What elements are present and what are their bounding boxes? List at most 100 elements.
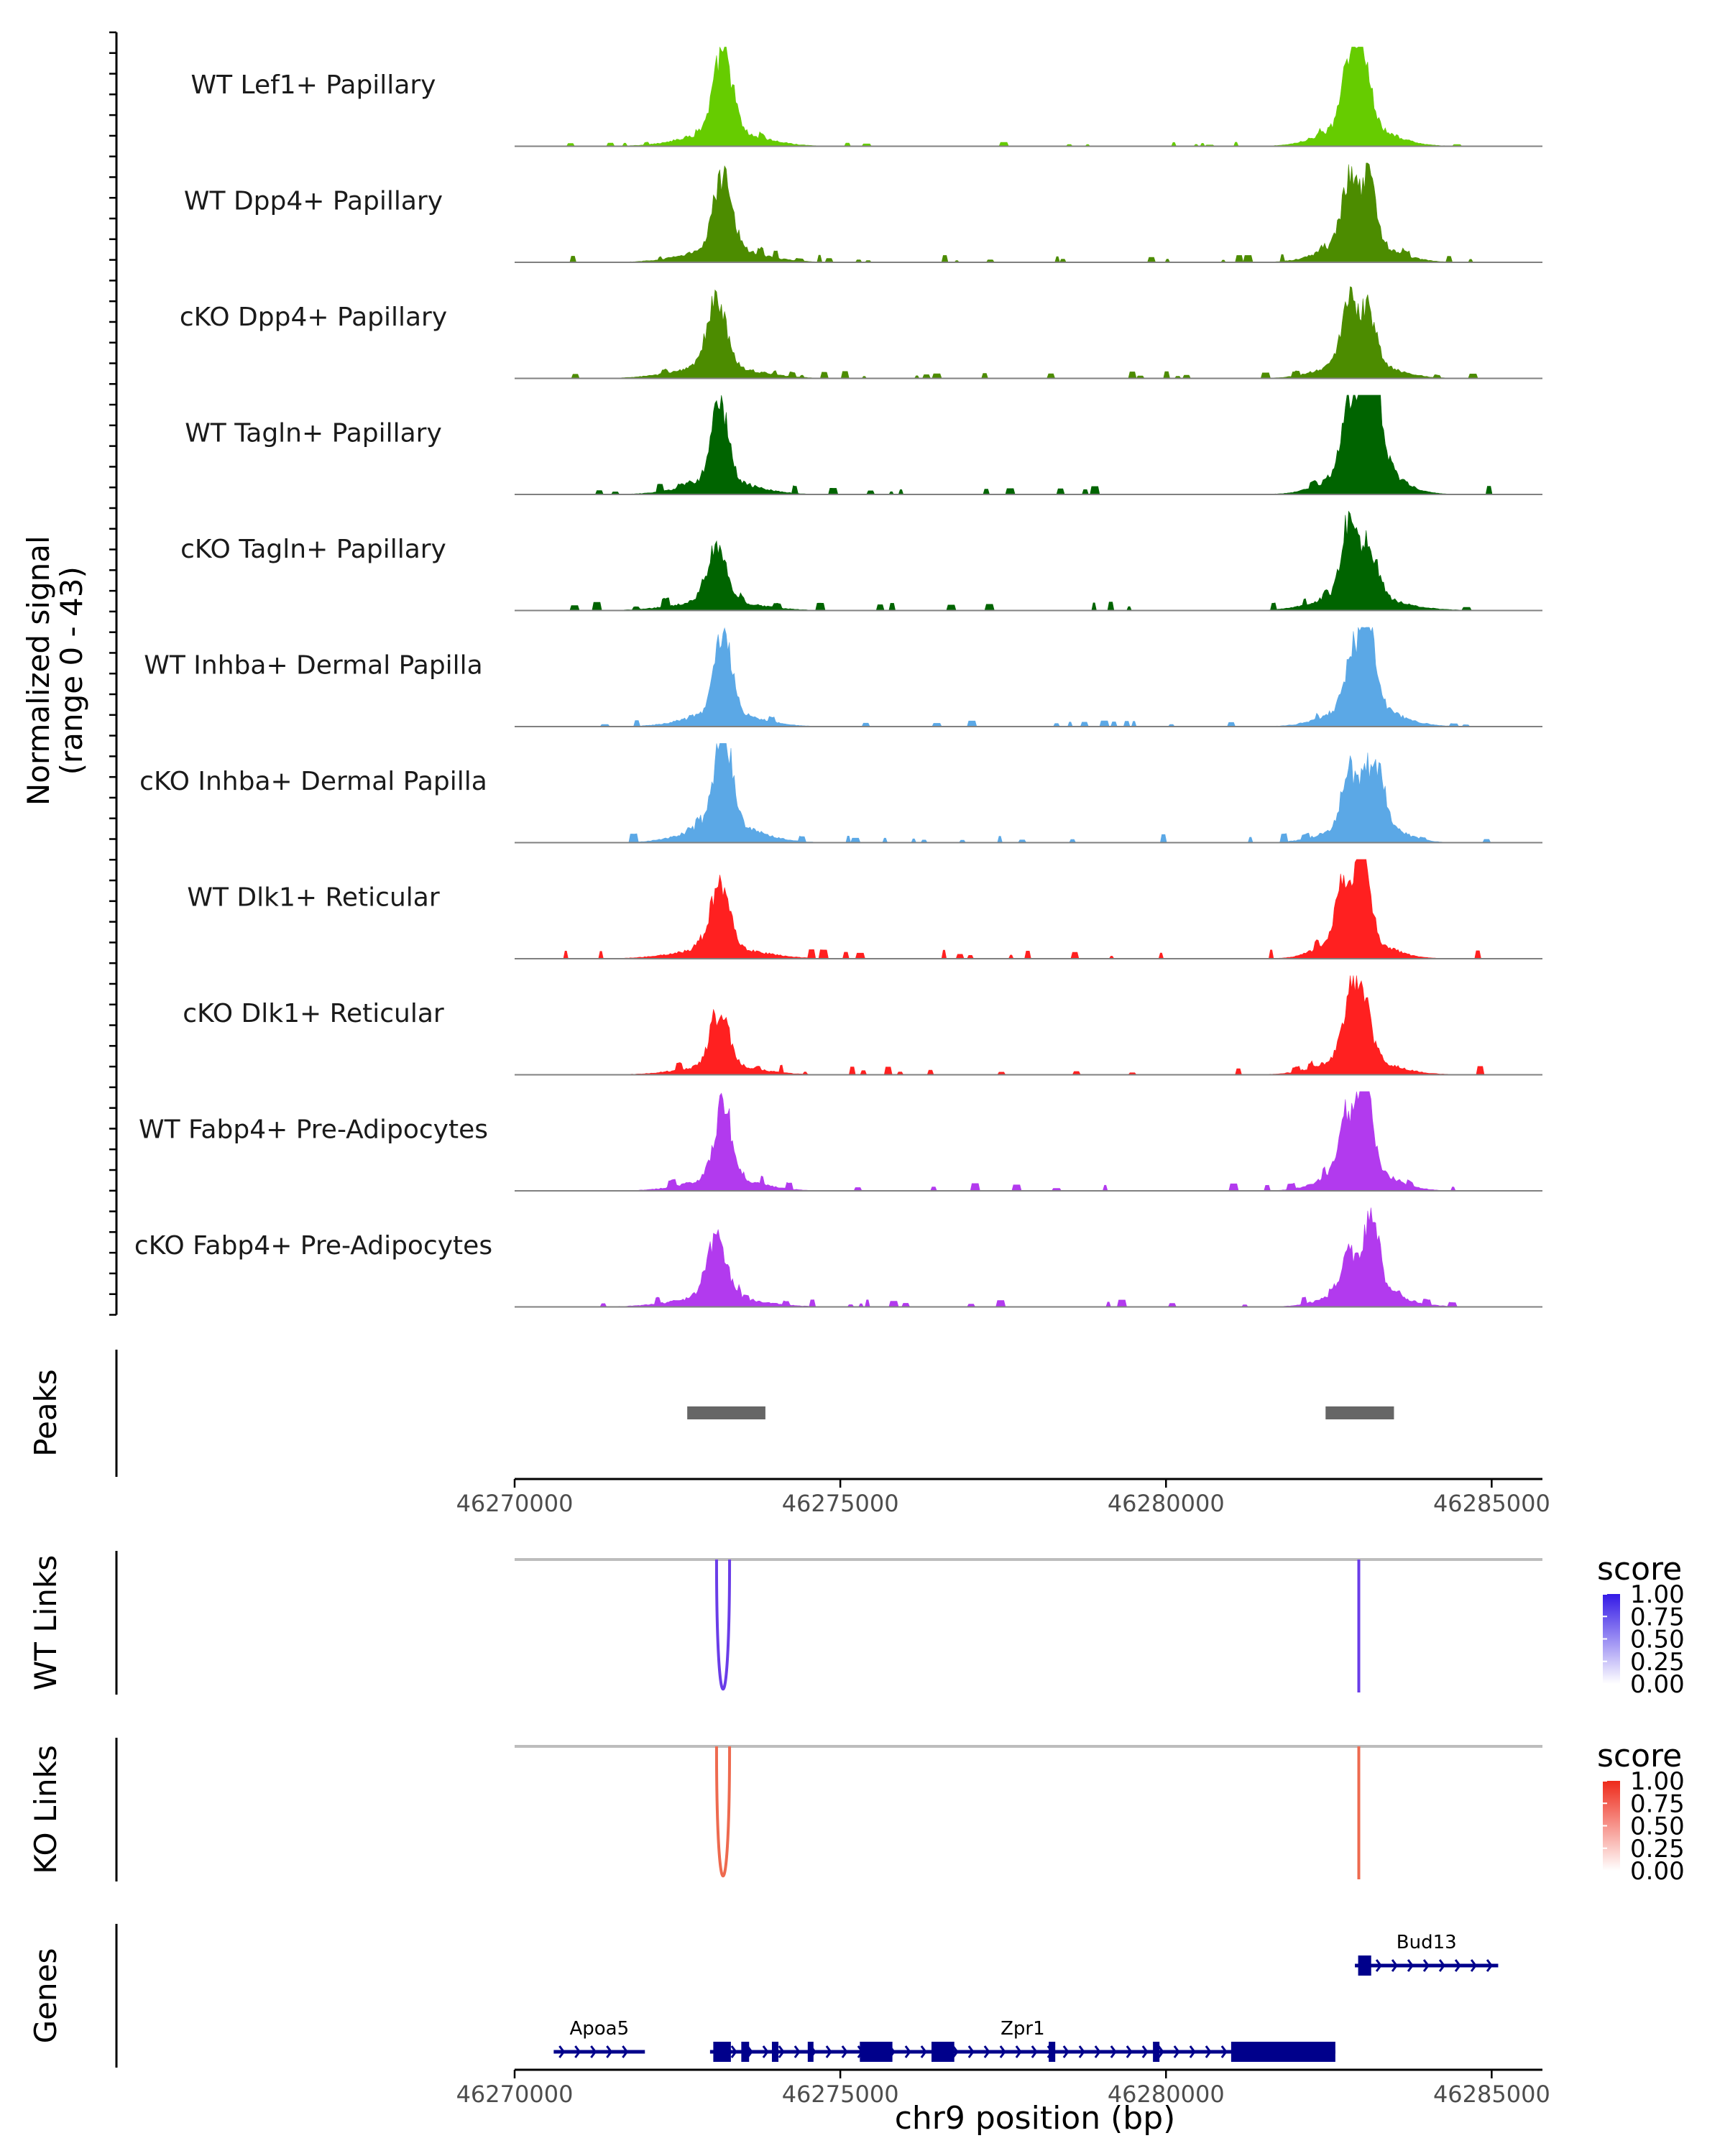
coverage-area <box>515 743 1518 844</box>
gene-model: Bud13 <box>1355 1932 1499 1976</box>
coverage-track: WT Dlk1+ Reticular <box>187 859 1542 959</box>
strand-arrow <box>1157 2045 1164 2058</box>
genes-x-tick-label: 46280000 <box>1108 2081 1225 2108</box>
strand-arrow <box>778 2045 785 2058</box>
strand-arrow <box>794 2045 801 2058</box>
strand-arrow <box>1015 2045 1022 2058</box>
genes-x-tick-label: 46270000 <box>456 2081 574 2108</box>
coverage-ylabel-range: (range 0 - 43) <box>54 566 89 775</box>
coverage-track: cKO Dpp4+ Papillary <box>180 286 1542 379</box>
strand-arrow <box>558 2045 566 2058</box>
strand-arrow <box>622 2045 629 2058</box>
strand-arrow <box>841 2045 848 2058</box>
legend-tick-label: 0.75 <box>1630 1603 1685 1631</box>
track-label: cKO Fabp4+ Pre-Adipocytes <box>134 1231 492 1261</box>
legend-tick-label: 0.25 <box>1630 1835 1685 1864</box>
genes-x-tick-label: 46275000 <box>782 2081 899 2108</box>
legend-tick-label: 1.00 <box>1630 1580 1685 1609</box>
track-label: WT Inhba+ Dermal Papilla <box>144 651 482 681</box>
coverage-area <box>515 627 1518 727</box>
strand-arrow <box>1173 2045 1180 2058</box>
peaks-x-tick-label: 46270000 <box>456 1490 574 1517</box>
gene-exon <box>860 2042 893 2062</box>
track-label: WT Lef1+ Papillary <box>191 70 436 100</box>
link-arc <box>714 1559 732 1691</box>
coverage-track: WT Dpp4+ Papillary <box>184 162 1542 263</box>
peaks-label: Peaks <box>28 1369 63 1457</box>
track-label: cKO Dpp4+ Papillary <box>180 303 447 332</box>
strand-arrow <box>825 2045 832 2058</box>
legend-tick-label: 0.00 <box>1630 1670 1685 1699</box>
gene-exon <box>771 2042 779 2062</box>
strand-arrow <box>904 2045 911 2058</box>
strand-arrow <box>1141 2045 1149 2058</box>
gene-exon <box>741 2042 750 2062</box>
strand-arrow <box>999 2045 1006 2058</box>
coverage-area <box>515 162 1518 263</box>
legend-tick-label: 0.25 <box>1630 1648 1685 1677</box>
peaks-x-tick-label: 46285000 <box>1433 1490 1550 1517</box>
coverage-track: WT Inhba+ Dermal Papilla <box>144 627 1542 727</box>
track-label: WT Fabp4+ Pre-Adipocytes <box>139 1115 488 1145</box>
strand-arrow <box>1470 1959 1477 1972</box>
gene-label: Zpr1 <box>1000 2018 1045 2040</box>
gene-exon <box>1230 2042 1335 2062</box>
gene-label: Bud13 <box>1397 1932 1457 1953</box>
strand-arrow <box>1220 2045 1228 2058</box>
coverage-track: WT Lef1+ Papillary <box>191 47 1542 147</box>
coverage-track: WT Tagln+ Papillary <box>185 395 1542 495</box>
links-label: KO Links <box>28 1745 63 1874</box>
strand-arrow <box>920 2045 927 2058</box>
coverage-track: cKO Tagln+ Papillary <box>180 510 1542 612</box>
strand-arrow <box>1078 2045 1085 2058</box>
legend-tick-label: 0.50 <box>1630 1626 1685 1654</box>
link-arc <box>714 1746 732 1878</box>
track-label: cKO Dlk1+ Reticular <box>183 999 444 1028</box>
strand-arrow <box>1110 2045 1117 2058</box>
legend-tick-label: 1.00 <box>1630 1767 1685 1796</box>
coverage-track: cKO Inhba+ Dermal Papilla <box>139 743 1542 844</box>
genes-panel: Genes Apoa5 Zpr1 Bud13 46270000 46275000 46280… <box>28 1924 1550 2108</box>
peaks-x-tick-label: 46280000 <box>1108 1490 1225 1517</box>
strand-arrow <box>1454 1959 1461 1972</box>
gene-exon <box>1049 2042 1056 2062</box>
strand-arrow <box>1438 1959 1445 1972</box>
strand-arrow <box>1422 1959 1430 1972</box>
coverage-panel: Normalized signal(range 0 - 43) WT Lef1+ … <box>21 31 1542 1316</box>
strand-arrow <box>952 2045 959 2058</box>
coverage-area <box>515 510 1518 611</box>
strand-arrow <box>1031 2045 1038 2058</box>
genes-x-tick-label: 46285000 <box>1433 2081 1550 2108</box>
track-label: WT Dpp4+ Papillary <box>184 187 443 216</box>
strand-arrow <box>1126 2045 1133 2058</box>
strand-arrow <box>967 2045 975 2058</box>
coverage-area <box>515 286 1518 379</box>
links-label: WT Links <box>28 1555 63 1690</box>
track-label: cKO Tagln+ Papillary <box>180 535 446 564</box>
coverage-ylabel: Normalized signal <box>21 535 56 806</box>
peaks-panel: Peaks 46270000 46275000 46280000 46285000 <box>28 1350 1550 1517</box>
strand-arrow <box>983 2045 990 2058</box>
strand-arrow <box>1189 2045 1196 2058</box>
strand-arrow <box>730 2045 737 2058</box>
coverage-track: cKO Fabp4+ Pre-Adipocytes <box>134 1207 1542 1308</box>
strand-arrow <box>1407 1959 1414 1972</box>
coverage-area <box>515 1207 1518 1307</box>
track-label: cKO Inhba+ Dermal Papilla <box>139 767 487 796</box>
strand-arrow <box>606 2045 613 2058</box>
legend-title: score <box>1597 1738 1682 1774</box>
strand-arrow <box>1062 2045 1070 2058</box>
coverage-area <box>515 395 1518 495</box>
strand-arrow <box>762 2045 769 2058</box>
strand-arrow <box>574 2045 581 2058</box>
gene-exon <box>932 2042 954 2062</box>
legend-tick-label: 0.75 <box>1630 1789 1685 1818</box>
x-axis-title: chr9 position (bp) <box>895 2100 1176 2137</box>
gene-exon <box>713 2042 731 2062</box>
track-label: WT Dlk1+ Reticular <box>187 883 439 913</box>
coverage-track: WT Fabp4+ Pre-Adipocytes <box>139 1091 1542 1192</box>
coverage-track: cKO Dlk1+ Reticular <box>183 975 1542 1076</box>
